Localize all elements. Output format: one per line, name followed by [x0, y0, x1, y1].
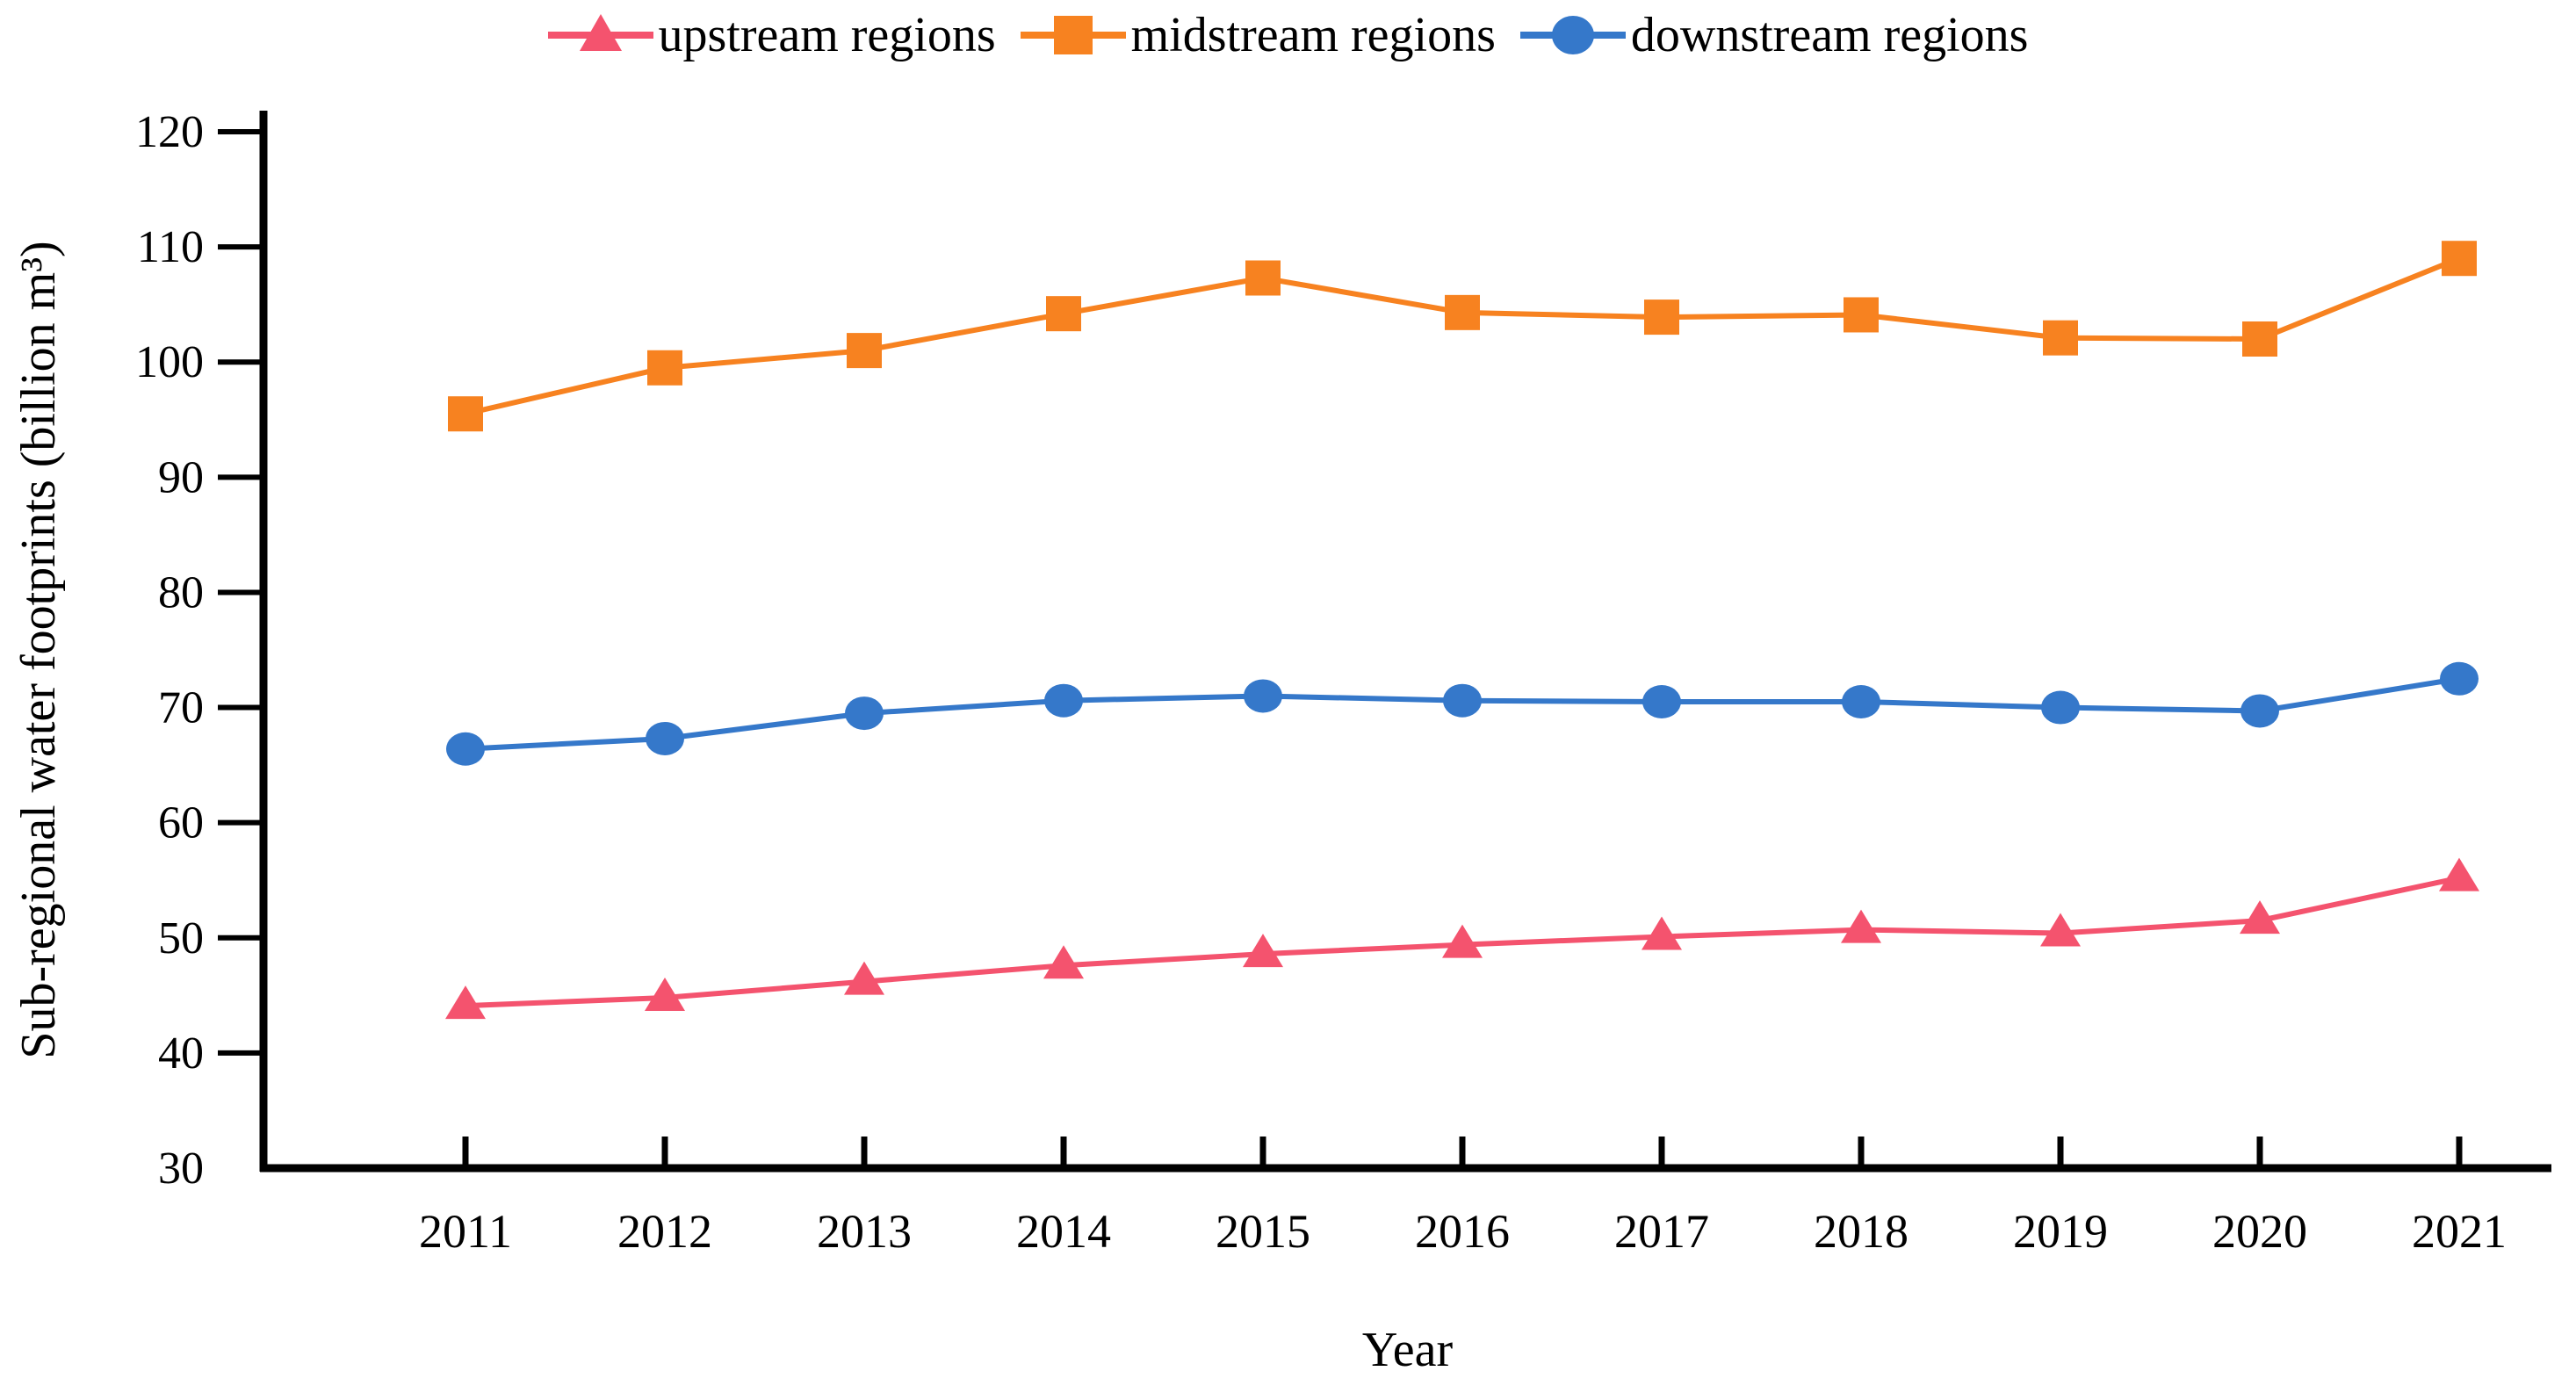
data-point-downstream-2018 — [1842, 685, 1880, 718]
x-tick-label: 2013 — [817, 1205, 912, 1258]
x-tick-label: 2017 — [1614, 1205, 1709, 1258]
data-point-upstream-2019 — [2040, 913, 2081, 947]
x-tick-label: 2018 — [1814, 1205, 1909, 1258]
data-point-downstream-2021 — [2440, 661, 2479, 696]
y-tick-label: 120 — [135, 107, 204, 157]
data-point-upstream-2021 — [2439, 857, 2479, 891]
data-point-midstream-2018 — [1844, 297, 1879, 333]
legend-label: midstream regions — [1130, 8, 1496, 62]
data-point-upstream-2015 — [1243, 934, 1283, 968]
data-point-downstream-2020 — [2240, 694, 2279, 728]
data-point-upstream-2011 — [445, 985, 486, 1020]
y-tick-label: 60 — [158, 798, 204, 848]
data-point-midstream-2019 — [2043, 320, 2078, 356]
data-point-midstream-2011 — [448, 396, 483, 432]
data-point-upstream-2014 — [1043, 945, 1084, 979]
data-point-upstream-2017 — [1642, 916, 1682, 950]
x-tick-label: 2016 — [1415, 1205, 1510, 1258]
x-tick-label: 2015 — [1216, 1205, 1310, 1258]
data-point-downstream-2015 — [1244, 679, 1282, 713]
series-line-midstream — [465, 256, 2461, 417]
data-point-downstream-2013 — [845, 696, 884, 731]
square-icon — [1020, 16, 1126, 54]
legend-item-upstream: upstream regions — [547, 7, 996, 63]
data-point-midstream-2013 — [847, 333, 882, 369]
data-point-downstream-2019 — [2041, 690, 2080, 725]
data-point-midstream-2016 — [1445, 294, 1480, 330]
data-point-midstream-2020 — [2242, 321, 2277, 357]
triangle-icon — [547, 14, 653, 51]
legend-label: upstream regions — [658, 8, 996, 62]
y-tick-label: 30 — [158, 1144, 204, 1194]
data-point-downstream-2014 — [1044, 683, 1083, 718]
data-point-midstream-2017 — [1644, 299, 1679, 336]
x-tick-label: 2021 — [2412, 1205, 2507, 1258]
data-point-upstream-2013 — [844, 961, 884, 995]
x-tick-label: 2019 — [2013, 1205, 2108, 1258]
x-tick-label: 2020 — [2212, 1205, 2307, 1258]
legend-label: downstream regions — [1630, 8, 2029, 62]
data-point-upstream-2012 — [645, 977, 685, 1011]
circle-icon — [1519, 16, 1626, 54]
data-point-downstream-2016 — [1443, 683, 1482, 718]
x-tick-label: 2014 — [1016, 1205, 1111, 1258]
y-tick-label: 50 — [158, 913, 204, 963]
data-point-midstream-2015 — [1245, 260, 1281, 296]
y-tick-label: 40 — [158, 1028, 204, 1079]
data-point-midstream-2021 — [2442, 241, 2477, 277]
legend-item-midstream: midstream regions — [1020, 7, 1496, 63]
legend: upstream regions midstream regions downstr… — [0, 7, 2576, 63]
data-point-upstream-2020 — [2240, 900, 2280, 935]
data-point-midstream-2012 — [647, 350, 682, 386]
y-tick-label: 110 — [137, 222, 204, 272]
legend-item-downstream: downstream regions — [1519, 7, 2029, 63]
data-point-downstream-2017 — [1642, 685, 1681, 718]
y-tick-label: 90 — [158, 452, 204, 502]
y-tick-label: 80 — [158, 567, 204, 617]
y-tick-label: 100 — [135, 337, 204, 387]
data-point-downstream-2012 — [646, 721, 684, 755]
y-tick-label: 70 — [158, 683, 204, 733]
data-point-midstream-2014 — [1046, 296, 1081, 332]
y-axis-label: Sub-regional water footprints (billion m… — [11, 241, 66, 1058]
x-tick-label: 2012 — [617, 1205, 712, 1258]
data-point-downstream-2011 — [446, 732, 485, 766]
data-point-upstream-2018 — [1841, 909, 1881, 943]
data-point-upstream-2016 — [1442, 924, 1483, 958]
x-axis-label: Year — [1362, 1323, 1454, 1377]
x-tick-label: 2011 — [419, 1205, 512, 1258]
